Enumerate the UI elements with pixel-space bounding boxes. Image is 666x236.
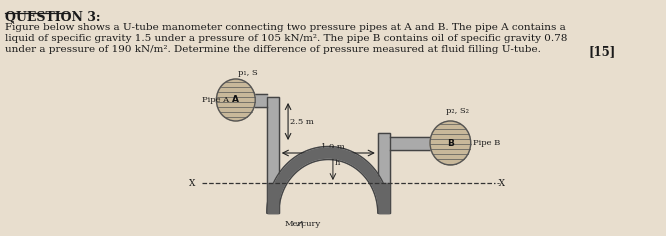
Text: [15]: [15]	[588, 45, 615, 58]
Text: Pipe A: Pipe A	[202, 96, 228, 104]
Circle shape	[430, 121, 471, 165]
Bar	[268, 183, 278, 213]
Polygon shape	[267, 147, 390, 213]
Text: p₁, S: p₁, S	[238, 69, 258, 77]
Bar	[255, 93, 267, 106]
Text: 2.5 m: 2.5 m	[290, 118, 314, 126]
Circle shape	[216, 79, 255, 121]
Bar	[379, 183, 389, 213]
Text: Figure below shows a U-tube manometer connecting two pressure pipes at A and B. : Figure below shows a U-tube manometer co…	[5, 23, 565, 32]
Text: -X: -X	[497, 180, 505, 189]
Text: B: B	[447, 139, 454, 148]
Bar	[378, 133, 390, 213]
Text: h: h	[335, 159, 340, 167]
Text: Pipe B: Pipe B	[473, 139, 500, 147]
Text: p₂, S₂: p₂, S₂	[446, 107, 469, 115]
Text: QUESTION 3:: QUESTION 3:	[5, 11, 100, 24]
Bar	[267, 97, 279, 213]
Text: liquid of specific gravity 1.5 under a pressure of 105 kN/m². The pipe B contain: liquid of specific gravity 1.5 under a p…	[5, 34, 567, 43]
Bar	[267, 97, 279, 213]
Polygon shape	[268, 148, 388, 213]
Text: X: X	[188, 180, 195, 189]
Text: under a pressure of 190 kN/m². Determine the difference of pressure measured at : under a pressure of 190 kN/m². Determine…	[5, 45, 541, 54]
Text: 1.0 m: 1.0 m	[321, 143, 344, 151]
Bar	[378, 133, 390, 213]
Bar	[390, 136, 430, 149]
Text: Mercury: Mercury	[285, 220, 321, 228]
Text: A: A	[232, 96, 239, 105]
